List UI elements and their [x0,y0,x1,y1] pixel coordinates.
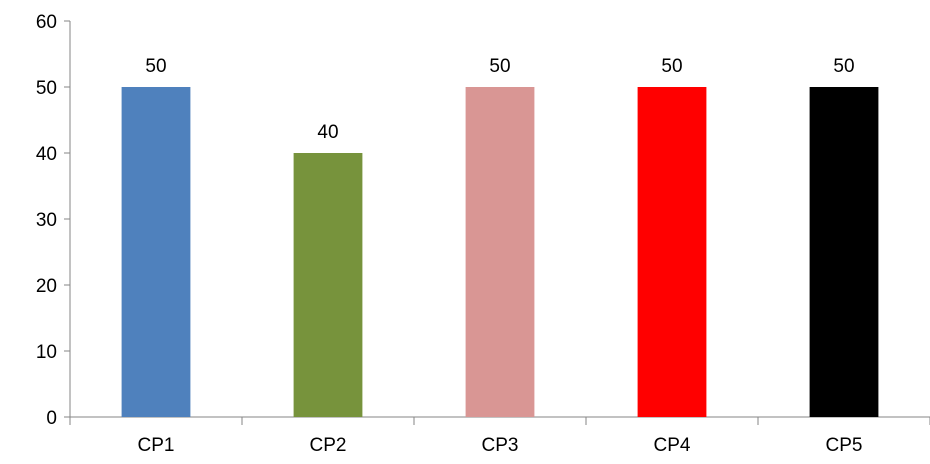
y-axis: 0 10 20 30 40 50 60 [36,12,71,429]
data-label: 50 [145,56,166,77]
x-axis: CP1 CP2 CP3 CP4 CP5 [69,416,930,456]
data-label: 50 [489,56,510,77]
data-labels: 50 40 50 50 50 [145,56,854,143]
bar-cp4 [637,87,707,417]
data-label: 40 [317,122,338,143]
y-tick-label: 40 [36,144,57,165]
y-tick-label: 20 [36,276,57,297]
bars [121,87,879,417]
y-tick-label: 30 [36,210,57,231]
x-tick-label: CP3 [482,435,519,456]
x-tick-label: CP5 [826,435,863,456]
y-tick-label: 0 [46,408,57,429]
y-tick-label: 50 [36,78,57,99]
bar-cp2 [293,153,363,417]
data-label: 50 [833,56,854,77]
y-tick-label: 10 [36,342,57,363]
bar-cp1 [121,87,191,417]
x-tick-label: CP2 [310,435,347,456]
y-tick-label: 60 [36,12,57,33]
bar-cp5 [809,87,879,417]
x-tick-label: CP4 [654,435,691,456]
x-tick-label: CP1 [138,435,175,456]
bar-cp3 [465,87,535,417]
data-label: 50 [661,56,682,77]
